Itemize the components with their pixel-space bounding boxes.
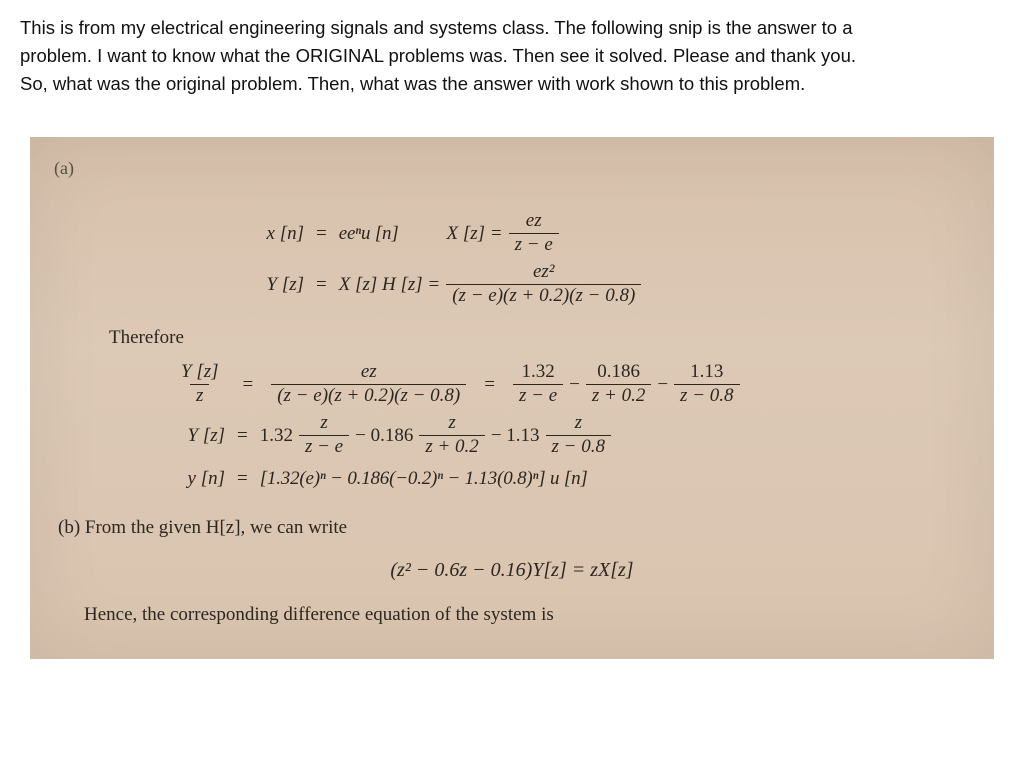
eq3-lhs-num: Y [z] bbox=[175, 362, 225, 384]
eq4-lhs: Y [z] bbox=[169, 421, 225, 450]
eq3-op: = bbox=[231, 370, 266, 399]
eq3-mid-frac: ez (z − e)(z + 0.2)(z − 0.8) bbox=[271, 362, 466, 407]
eq2-frac: ez² (z − e)(z + 0.2)(z − 0.8) bbox=[446, 262, 641, 307]
eq4-f3-num: z bbox=[569, 413, 588, 435]
eq4-op: = bbox=[225, 421, 260, 450]
eq4-f2-num: z bbox=[442, 413, 461, 435]
eq1-den: z − e bbox=[509, 233, 559, 256]
eq3-lhs-frac: Y [z] z bbox=[175, 362, 225, 407]
eq3-lhs-den: z bbox=[190, 384, 209, 407]
eq3-t2-den: z + 0.2 bbox=[586, 384, 651, 407]
eq3-t3-num: 1.13 bbox=[684, 362, 729, 384]
eq4-f1-num: z bbox=[314, 413, 333, 435]
part-b-equation: (z² − 0.6z − 0.16)Y[z] = zX[z] bbox=[54, 547, 970, 594]
eq5-rhs: [1.32(e)ⁿ − 0.186(−0.2)ⁿ − 1.13(0.8)ⁿ] u… bbox=[260, 464, 588, 493]
eq4-f1-den: z − e bbox=[299, 435, 349, 458]
eq3-mid-num: ez bbox=[355, 362, 383, 384]
equation-pf: Y [z] z = ez (z − e)(z + 0.2)(z − 0.8) =… bbox=[54, 362, 970, 407]
eq4-c1: 1.32 bbox=[260, 421, 293, 450]
eq2-op: = bbox=[304, 270, 339, 299]
eq4-f3: z z − 0.8 bbox=[546, 413, 611, 458]
eq3-t3-den: z − 0.8 bbox=[674, 384, 739, 407]
eq5-lhs: y [n] bbox=[169, 464, 225, 493]
eq4-s2: − 1.13 bbox=[491, 421, 540, 450]
eq2-num: ez² bbox=[527, 262, 561, 284]
question-line-3: So, what was the original problem. Then,… bbox=[20, 70, 1004, 98]
eq2-lhs: Y [z] bbox=[234, 270, 304, 299]
equation-yn: y [n] = [1.32(e)ⁿ − 0.186(−0.2)ⁿ − 1.13(… bbox=[54, 464, 970, 493]
eq3-t3: 1.13 z − 0.8 bbox=[674, 362, 739, 407]
hence-text: Hence, the corresponding difference equa… bbox=[54, 594, 970, 629]
question-line-1: This is from my electrical engineering s… bbox=[20, 14, 1004, 42]
eq4-f2: z z + 0.2 bbox=[419, 413, 484, 458]
part-b-line: (b) From the given H[z], we can write bbox=[54, 499, 970, 546]
textbook-snippet: (a) x [n] = eeⁿu [n] X [z] = ez z − e Y … bbox=[30, 137, 994, 659]
eq3-s1: − bbox=[569, 370, 580, 399]
eq4-f2-den: z + 0.2 bbox=[419, 435, 484, 458]
eq4-f3-den: z − 0.8 bbox=[546, 435, 611, 458]
eq3-eq2: = bbox=[472, 370, 507, 399]
equation-yz-hz: Y [z] = X [z] H [z] = ez² (z − e)(z + 0.… bbox=[54, 262, 970, 307]
eq3-t2: 0.186 z + 0.2 bbox=[586, 362, 651, 407]
eq3-t1-num: 1.32 bbox=[515, 362, 560, 384]
part-a-label: (a) bbox=[54, 155, 970, 183]
equation-xn: x [n] = eeⁿu [n] X [z] = ez z − e bbox=[54, 211, 970, 256]
eq1-lhs: x [n] bbox=[234, 219, 304, 248]
equation-yz-expanded: Y [z] = 1.32 z z − e − 0.186 z z + 0.2 −… bbox=[54, 413, 970, 458]
eq3-mid-den: (z − e)(z + 0.2)(z − 0.8) bbox=[271, 384, 466, 407]
eq1-rhs-left: eeⁿu [n] bbox=[339, 219, 399, 248]
therefore-text: Therefore bbox=[54, 313, 970, 356]
eq1-op: = bbox=[304, 219, 339, 248]
eq3-t2-num: 0.186 bbox=[591, 362, 646, 384]
eq3-s2: − bbox=[657, 370, 668, 399]
eq3-t1-den: z − e bbox=[513, 384, 563, 407]
question-block: This is from my electrical engineering s… bbox=[0, 0, 1024, 107]
eq1-xz-lhs: X [z] = bbox=[447, 219, 503, 248]
eq5-op: = bbox=[225, 464, 260, 493]
eq4-s1: − 0.186 bbox=[355, 421, 413, 450]
eq2-mid: X [z] H [z] = bbox=[339, 270, 441, 299]
eq3-t1: 1.32 z − e bbox=[513, 362, 563, 407]
eq1-num: ez bbox=[520, 211, 548, 233]
eq2-den: (z − e)(z + 0.2)(z − 0.8) bbox=[446, 284, 641, 307]
eq1-frac: ez z − e bbox=[509, 211, 559, 256]
eq4-f1: z z − e bbox=[299, 413, 349, 458]
question-line-2: problem. I want to know what the ORIGINA… bbox=[20, 42, 1004, 70]
